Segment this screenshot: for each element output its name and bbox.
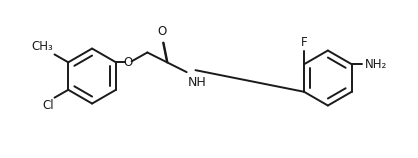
Text: NH: NH	[188, 76, 206, 89]
Text: O: O	[158, 25, 167, 38]
Text: NH₂: NH₂	[364, 58, 387, 71]
Text: O: O	[123, 56, 133, 69]
Text: Cl: Cl	[42, 99, 54, 112]
Text: CH₃: CH₃	[32, 40, 54, 53]
Text: F: F	[301, 36, 307, 49]
